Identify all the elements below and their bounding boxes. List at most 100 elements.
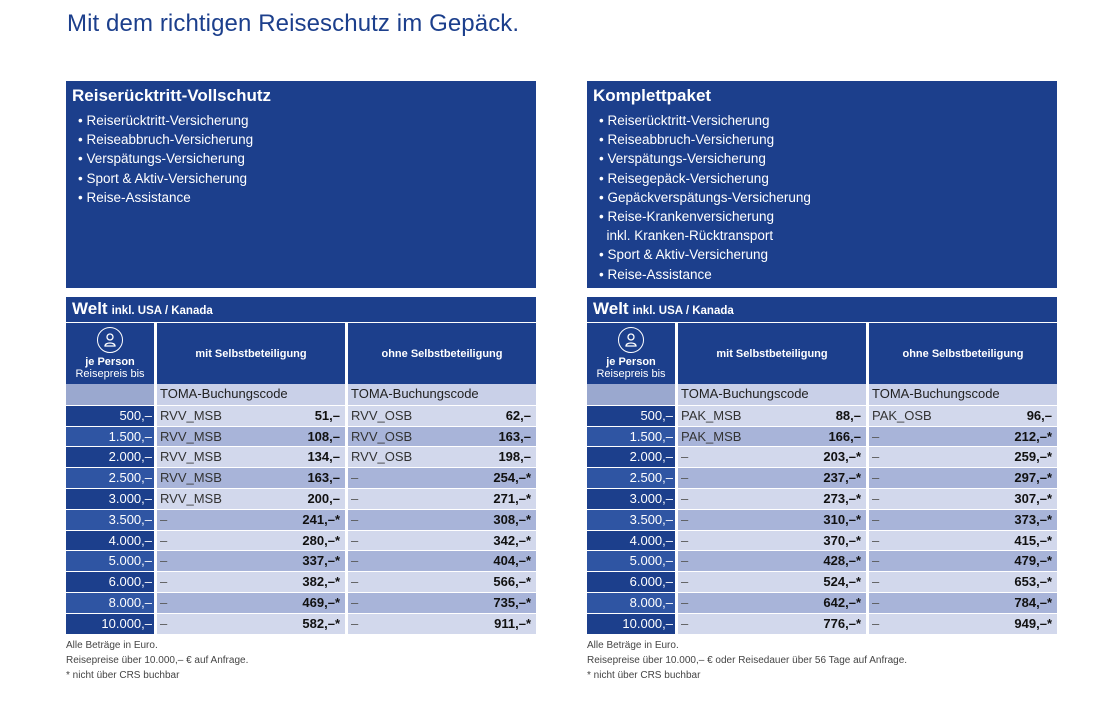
travel-price: 500,– xyxy=(66,405,154,426)
booking-code: – xyxy=(681,470,689,486)
cell-without-deductible: – 212,–* xyxy=(866,426,1057,447)
feature-item: • Reise-Krankenversicherung xyxy=(599,209,775,225)
footnote: * nicht über CRS buchbar xyxy=(587,669,701,681)
travel-price: 1.500,– xyxy=(587,426,675,447)
col-without-deductible: ohne Selbstbeteiligung xyxy=(866,323,1057,384)
page-title: Mit dem richtigen Reiseschutz im Gepäck. xyxy=(67,10,520,37)
column-header: je Person Reisepreis bis mit Selbstbetei… xyxy=(66,323,536,384)
booking-code: RVV_MSB xyxy=(160,428,222,444)
premium-amount: 479,–* xyxy=(1014,553,1052,569)
booking-code: – xyxy=(160,615,168,631)
cell-without-deductible: – 254,–* xyxy=(345,468,536,488)
booking-code: PAK_OSB xyxy=(872,407,932,423)
premium-amount: 163,– xyxy=(498,428,531,444)
cell-with-deductible: – 203,–* xyxy=(675,447,866,468)
cell-with-deductible: – 776,–* xyxy=(675,613,866,634)
premium-amount: 310,–* xyxy=(823,511,861,527)
premium-amount: 62,– xyxy=(505,407,531,423)
booking-code: RVV_MSB xyxy=(160,407,222,423)
feature-item: • Reiseabbruch-Versicherung xyxy=(599,132,775,148)
travel-price: 6.000,– xyxy=(587,572,675,592)
region-name: Welt xyxy=(72,299,108,318)
footnotes: Alle Beträge in Euro. Reisepreise über 1… xyxy=(66,638,536,683)
premium-amount: 308,–* xyxy=(493,511,531,527)
feature-list: • Reiserücktritt-Versicherung • Reiseabb… xyxy=(593,111,1051,284)
premium-amount: 370,–* xyxy=(823,532,861,548)
table-row: 2.500,– –237,–* –297,–* xyxy=(587,467,1057,488)
table-row: 3.500,– –241,–* –308,–* xyxy=(66,508,536,530)
table-row: 6.000,– –382,–* –566,–* xyxy=(66,571,536,592)
premium-amount: 776,–* xyxy=(823,615,861,631)
footnote: Reisepreise über 10.000,– € auf Anfrage. xyxy=(66,654,249,666)
booking-code: – xyxy=(160,594,168,610)
booking-code: – xyxy=(351,553,359,569)
travel-price: 10.000,– xyxy=(66,613,154,634)
footnote: Alle Beträge in Euro. xyxy=(66,639,158,651)
booking-code: – xyxy=(351,490,359,506)
cell-without-deductible: PAK_OSB 96,– xyxy=(866,405,1057,426)
booking-code: – xyxy=(872,615,880,631)
cell-with-deductible: RVV_MSB 200,– xyxy=(154,488,345,509)
cell-with-deductible: PAK_MSB 166,– xyxy=(675,426,866,447)
feature-item: • Reiserücktritt-Versicherung xyxy=(599,113,770,128)
premium-amount: 273,–* xyxy=(823,490,861,506)
premium-amount: 200,– xyxy=(307,490,340,506)
booking-code: – xyxy=(872,594,880,610)
person-column-header: je Person Reisepreis bis xyxy=(587,323,675,384)
premium-amount: 203,–* xyxy=(823,449,861,465)
col-with-deductible: mit Selbstbeteiligung xyxy=(154,323,345,384)
table-row: 3.500,– –310,–* –373,–* xyxy=(587,508,1057,530)
booking-code: RVV_MSB xyxy=(160,470,222,486)
premium-amount: 108,– xyxy=(307,428,340,444)
booking-code: – xyxy=(351,615,359,631)
booking-code: – xyxy=(160,553,168,569)
premium-amount: 373,–* xyxy=(1014,511,1052,527)
premium-amount: 911,–* xyxy=(494,615,531,631)
travel-price: 500,– xyxy=(587,405,675,426)
booking-code: – xyxy=(872,449,880,465)
premium-amount: 415,–* xyxy=(1014,532,1052,548)
footnotes: Alle Beträge in Euro. Reisepreise über 1… xyxy=(587,638,1057,683)
travel-price: 2.500,– xyxy=(66,468,154,488)
travel-price: 4.000,– xyxy=(66,530,154,551)
person-icon xyxy=(97,327,123,353)
cell-without-deductible: – 653,–* xyxy=(866,572,1057,592)
cell-with-deductible: – 337,–* xyxy=(154,551,345,572)
footnote: Alle Beträge in Euro. xyxy=(587,639,679,651)
cell-without-deductible: RVV_OSB 62,– xyxy=(345,405,536,426)
cell-with-deductible: – 241,–* xyxy=(154,509,345,530)
table-row: 2.500,– RVV_MSB 163,– – 254,–* xyxy=(66,467,536,488)
cell-with-deductible: – 280,–* xyxy=(154,530,345,551)
cell-without-deductible: – 415,–* xyxy=(866,530,1057,551)
booking-code: – xyxy=(160,574,168,590)
travel-price: 1.500,– xyxy=(66,426,154,447)
cell-with-deductible: – 382,–* xyxy=(154,572,345,592)
price-up-to-label: Reisepreis bis xyxy=(596,368,666,380)
premium-amount: 653,–* xyxy=(1014,574,1052,590)
table-row: 1.500,– PAK_MSB 166,– – 212,–* xyxy=(587,425,1057,447)
premium-amount: 524,–* xyxy=(823,574,861,590)
booking-code: – xyxy=(872,532,880,548)
premium-amount: 88,– xyxy=(835,407,861,423)
cell-with-deductible: – 370,–* xyxy=(675,530,866,551)
travel-price: 3.000,– xyxy=(66,488,154,509)
premium-amount: 582,–* xyxy=(302,615,340,631)
table-row: 500,– PAK_MSB 88,– PAK_OSB 96,– xyxy=(587,404,1057,426)
premium-amount: 307,–* xyxy=(1014,490,1052,506)
region-subtitle: inkl. USA / Kanada xyxy=(111,305,213,317)
toma-label: TOMA-Buchungscode xyxy=(681,386,809,401)
toma-label: TOMA-Buchungscode xyxy=(160,386,288,401)
premium-amount: 949,–* xyxy=(1014,615,1052,631)
table-row: 2.000,– –203,–* –259,–* xyxy=(587,446,1057,468)
table-row: 5.000,– –428,–* –479,–* xyxy=(587,550,1057,572)
premium-amount: 342,–* xyxy=(493,532,531,548)
region-name: Welt xyxy=(593,299,629,318)
booking-code: – xyxy=(351,574,359,590)
cell-with-deductible: RVV_MSB 134,– xyxy=(154,447,345,468)
booking-code: – xyxy=(681,449,689,465)
feature-item: • Verspätungs-Versicherung xyxy=(78,151,245,167)
feature-item-continuation: inkl. Kranken-Rücktransport xyxy=(606,228,774,244)
travel-price: 3.500,– xyxy=(66,509,154,530)
table-row: 500,– RVV_MSB 51,– RVV_OSB 62,– xyxy=(66,404,536,426)
travel-price: 2.000,– xyxy=(66,447,154,468)
